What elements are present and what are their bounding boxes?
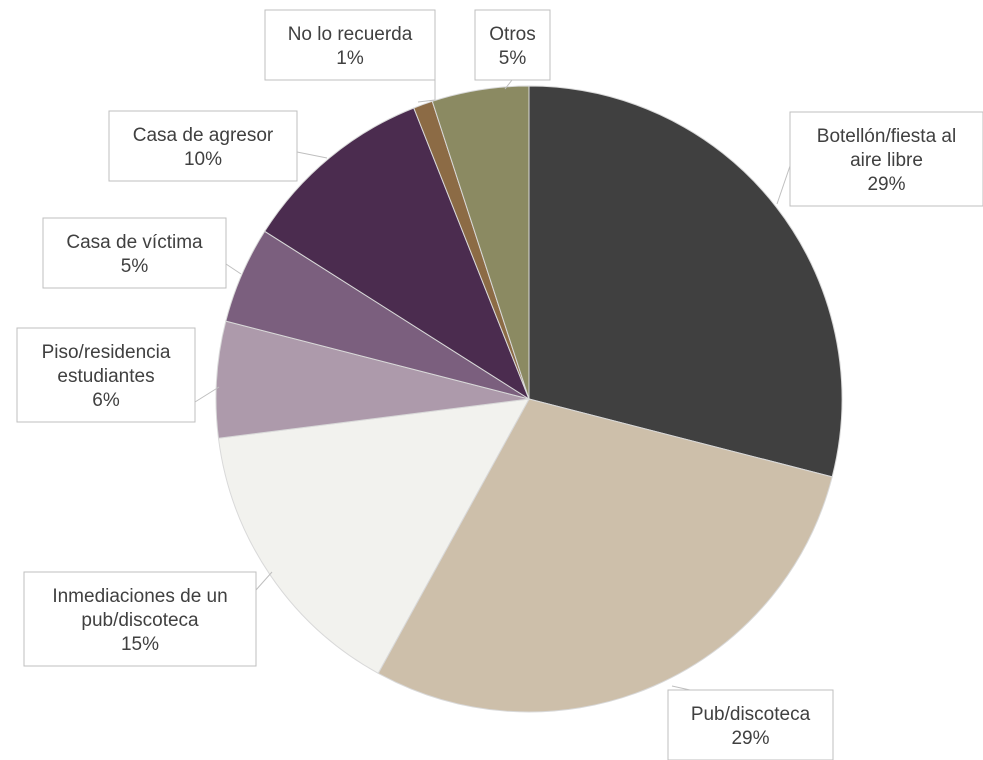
pie-slices <box>215 85 843 713</box>
data-label-value: 1% <box>336 48 364 69</box>
data-label-category: Casa de agresor <box>133 125 274 146</box>
pie-slice-2 <box>377 398 833 713</box>
label-box <box>42 217 227 289</box>
data-label-category: No lo recuerda <box>288 24 413 45</box>
label-box <box>667 689 834 760</box>
label-box <box>16 327 196 423</box>
data-label-value: 29% <box>867 174 905 195</box>
data-label-7: No lo recuerda 1% <box>264 9 436 103</box>
data-label-value: 10% <box>184 149 222 170</box>
leader-line <box>255 571 273 591</box>
data-label-category: aire libre <box>850 150 923 171</box>
leader-line <box>776 165 791 205</box>
label-box <box>108 110 298 182</box>
pie-slice-3 <box>217 398 530 674</box>
data-label-value: 29% <box>731 728 769 749</box>
data-label-category: Botellón/fiesta al <box>817 126 956 147</box>
leader-line <box>504 79 513 90</box>
data-label-value: 5% <box>121 256 149 277</box>
pie-slice-1 <box>528 85 843 478</box>
leader-line <box>194 386 220 403</box>
leader-line <box>225 263 242 275</box>
data-label-category: pub/discoteca <box>81 610 199 631</box>
label-box <box>264 9 436 81</box>
data-label-category: Inmediaciones de un <box>52 586 227 607</box>
leader-line <box>296 151 328 159</box>
data-label-5: Casa de víctima 5% <box>42 217 242 289</box>
data-label-value: 6% <box>92 390 120 411</box>
data-label-category: Piso/residencia <box>42 342 171 363</box>
label-box <box>789 111 983 207</box>
data-label-value: 15% <box>121 634 159 655</box>
data-label-category: estudiantes <box>57 366 154 387</box>
label-box <box>23 571 257 667</box>
data-label-6: Casa de agresor 10% <box>108 110 328 182</box>
data-label-value: 5% <box>499 48 527 69</box>
data-label-1: Botellón/fiesta al aire libre 29% <box>776 111 983 207</box>
leader-line <box>671 685 691 691</box>
data-label-4: Piso/residencia estudiantes 6% <box>16 327 220 423</box>
label-box <box>474 9 551 81</box>
pie-slice-6 <box>264 107 531 401</box>
leader-line <box>417 80 436 103</box>
data-label-8: Otros 5% <box>474 9 551 90</box>
data-label-category: Pub/discoteca <box>691 704 811 725</box>
data-label-category: Otros <box>489 24 535 45</box>
pie-slice-4 <box>215 320 530 439</box>
pie-slice-8 <box>431 85 530 400</box>
data-label-3: Inmediaciones de un pub/discoteca 15% <box>23 571 273 667</box>
data-label-category: Casa de víctima <box>66 232 203 253</box>
data-label-2: Pub/discoteca 29% <box>667 685 834 760</box>
